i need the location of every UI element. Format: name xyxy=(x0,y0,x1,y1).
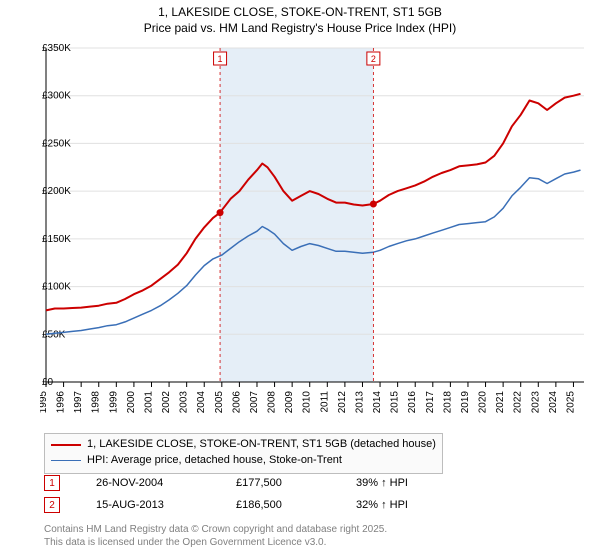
svg-text:2: 2 xyxy=(371,54,376,64)
svg-text:2009: 2009 xyxy=(284,391,295,414)
footer: Contains HM Land Registry data © Crown c… xyxy=(44,524,387,549)
svg-text:2005: 2005 xyxy=(214,391,225,414)
svg-text:1995: 1995 xyxy=(40,391,49,414)
sale-marker-number: 2 xyxy=(49,500,55,511)
svg-text:2017: 2017 xyxy=(425,391,436,414)
svg-text:1: 1 xyxy=(218,54,223,64)
svg-text:1999: 1999 xyxy=(108,391,119,414)
svg-text:1996: 1996 xyxy=(56,391,67,414)
svg-text:2013: 2013 xyxy=(354,391,365,414)
legend-swatch-2 xyxy=(51,460,81,461)
svg-text:2014: 2014 xyxy=(372,391,383,414)
svg-text:2021: 2021 xyxy=(495,391,506,414)
title-line-1: 1, LAKESIDE CLOSE, STOKE-ON-TRENT, ST1 5… xyxy=(0,4,600,20)
svg-text:2012: 2012 xyxy=(337,391,348,414)
sale-date: 15-AUG-2013 xyxy=(96,499,206,511)
sale-marker-2: 2 xyxy=(44,497,60,513)
legend-row: 1, LAKESIDE CLOSE, STOKE-ON-TRENT, ST1 5… xyxy=(51,437,436,453)
svg-text:2016: 2016 xyxy=(407,391,418,414)
title-block: 1, LAKESIDE CLOSE, STOKE-ON-TRENT, ST1 5… xyxy=(0,0,600,36)
svg-text:2002: 2002 xyxy=(161,391,172,414)
chart-svg: £0£50K£100K£150K£200K£250K£300K£350K1995… xyxy=(40,42,590,422)
legend-label-1: 1, LAKESIDE CLOSE, STOKE-ON-TRENT, ST1 5… xyxy=(87,437,436,453)
svg-text:2008: 2008 xyxy=(267,391,278,414)
sale-price: £186,500 xyxy=(236,499,326,511)
sales-row: 2 15-AUG-2013 £186,500 32% ↑ HPI xyxy=(44,494,446,516)
svg-text:2020: 2020 xyxy=(478,391,489,414)
sale-date: 26-NOV-2004 xyxy=(96,477,206,489)
svg-text:1998: 1998 xyxy=(91,391,102,414)
svg-text:2004: 2004 xyxy=(196,391,207,414)
svg-text:2003: 2003 xyxy=(179,391,190,414)
footer-line-1: Contains HM Land Registry data © Crown c… xyxy=(44,524,387,537)
legend-swatch-1 xyxy=(51,444,81,446)
sales-row: 1 26-NOV-2004 £177,500 39% ↑ HPI xyxy=(44,472,446,494)
chart-area: £0£50K£100K£150K£200K£250K£300K£350K1995… xyxy=(40,42,590,422)
svg-text:2007: 2007 xyxy=(249,391,260,414)
legend-box: 1, LAKESIDE CLOSE, STOKE-ON-TRENT, ST1 5… xyxy=(44,433,443,474)
footer-line-2: This data is licensed under the Open Gov… xyxy=(44,537,387,550)
legend-row: HPI: Average price, detached house, Stok… xyxy=(51,453,436,469)
chart-container: 1, LAKESIDE CLOSE, STOKE-ON-TRENT, ST1 5… xyxy=(0,0,600,560)
svg-text:2006: 2006 xyxy=(231,391,242,414)
svg-text:2001: 2001 xyxy=(143,391,154,414)
svg-text:2018: 2018 xyxy=(442,391,453,414)
svg-text:2024: 2024 xyxy=(548,391,559,414)
sale-marker-number: 1 xyxy=(49,478,55,489)
sales-table: 1 26-NOV-2004 £177,500 39% ↑ HPI 2 15-AU… xyxy=(44,472,446,516)
sale-price: £177,500 xyxy=(236,477,326,489)
svg-text:1997: 1997 xyxy=(73,391,84,414)
sale-pct: 32% ↑ HPI xyxy=(356,499,446,511)
sale-pct: 39% ↑ HPI xyxy=(356,477,446,489)
title-line-2: Price paid vs. HM Land Registry's House … xyxy=(0,20,600,36)
sale-marker-1: 1 xyxy=(44,475,60,491)
svg-text:2011: 2011 xyxy=(319,391,330,413)
svg-text:2022: 2022 xyxy=(513,391,524,414)
svg-text:2010: 2010 xyxy=(302,391,313,414)
svg-text:2000: 2000 xyxy=(126,391,137,414)
legend-label-2: HPI: Average price, detached house, Stok… xyxy=(87,453,342,469)
svg-text:2025: 2025 xyxy=(565,391,576,414)
svg-text:2015: 2015 xyxy=(390,391,401,414)
svg-text:2019: 2019 xyxy=(460,391,471,414)
svg-text:2023: 2023 xyxy=(530,391,541,414)
